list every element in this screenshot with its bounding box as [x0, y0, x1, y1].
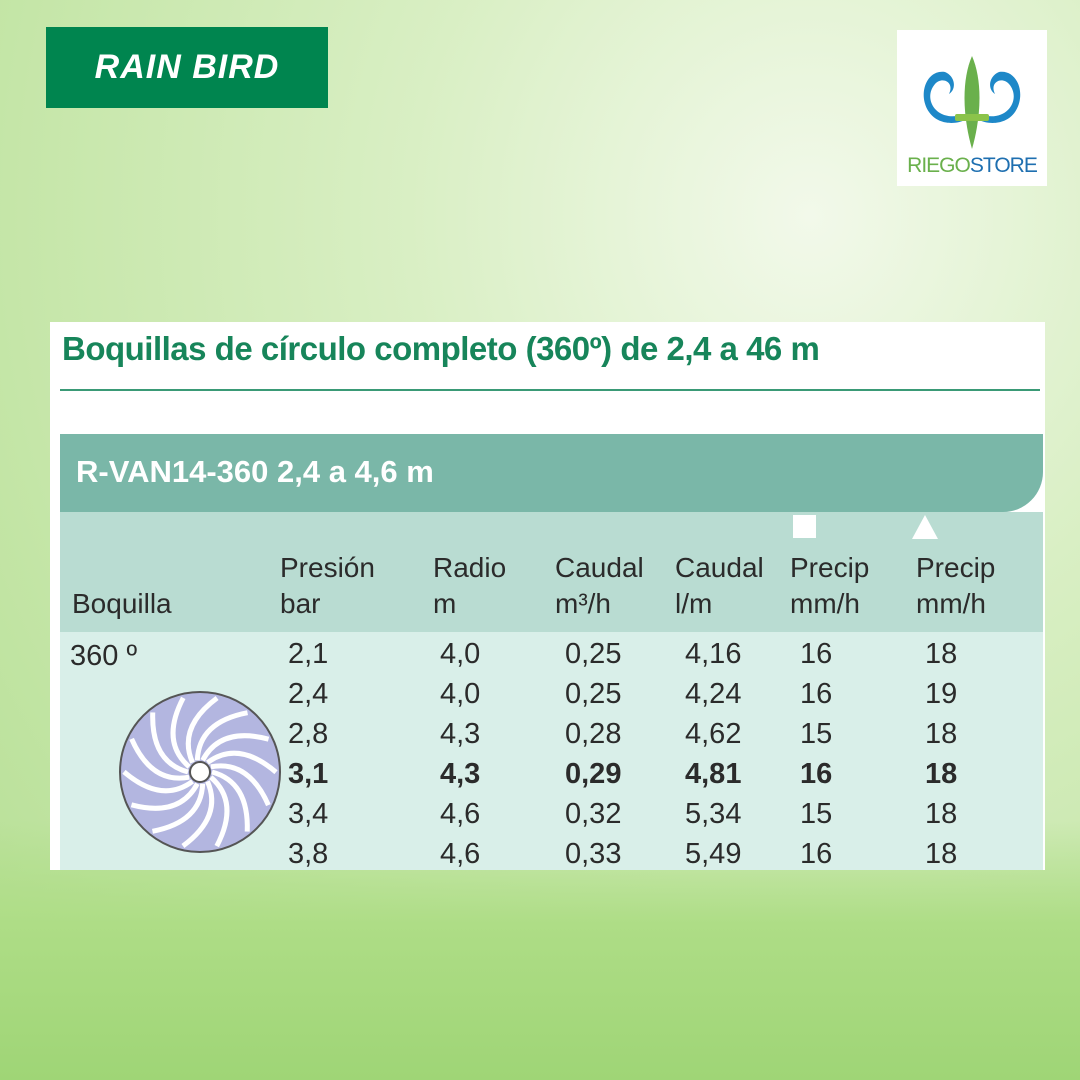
column-header: Radio m [433, 550, 506, 622]
table-cell: 4,81 [685, 758, 742, 790]
table-cell: 0,29 [565, 758, 622, 790]
table-cell: 18 [925, 758, 958, 790]
table-cell: 2,8 [288, 718, 329, 750]
riegostore-riego-text: RIEGO [907, 154, 971, 177]
table-cell: 4,0 [440, 638, 481, 670]
table-cell: 4,0 [440, 678, 481, 710]
table-cell: 4,62 [685, 718, 742, 750]
nozzle-vane [209, 775, 230, 848]
square-spacing-icon [793, 515, 816, 538]
nozzle-label: 360 º [70, 640, 138, 672]
spec-panel: Boquillas de círculo completo (360º) de … [50, 322, 1045, 870]
column-header: Boquilla [72, 586, 172, 622]
section-title: Boquillas de círculo completo (360º) de … [62, 330, 820, 367]
column-header-line2: m [433, 588, 457, 619]
column-header-line1: Presión [280, 552, 375, 583]
riegostore-store-text: STORE [969, 154, 1038, 177]
table-cell: 3,1 [288, 758, 329, 790]
nozzle-vane [130, 782, 200, 811]
nozzle-vane [205, 750, 278, 775]
table-cell: 16 [800, 758, 833, 790]
table-cell: 3,8 [288, 838, 329, 870]
table-cell: 19 [925, 678, 958, 710]
table-cell: 5,34 [685, 798, 742, 830]
column-header: Presión bar [280, 550, 375, 622]
table-cell: 4,16 [685, 638, 742, 670]
table-cell: 0,25 [565, 638, 622, 670]
table-cell: 15 [800, 718, 833, 750]
nozzle-vane [122, 769, 195, 794]
column-header-line2: m³/h [555, 588, 611, 619]
table-cell: 4,24 [685, 678, 742, 710]
table-cell: 18 [925, 838, 958, 870]
table-cell: 0,28 [565, 718, 622, 750]
title-divider [60, 389, 1040, 391]
model-band: R-VAN14-360 2,4 a 4,6 m [60, 434, 1043, 512]
table-cell: 2,4 [288, 678, 329, 710]
nozzle-vane [194, 710, 248, 761]
column-header: Caudal m³/h [555, 550, 644, 622]
riegostore-logo: RIEGOSTORE [897, 30, 1047, 186]
table-cell: 0,33 [565, 838, 622, 870]
table-cell: 16 [800, 638, 833, 670]
column-header-line2: mm/h [790, 588, 860, 619]
rainbird-logo-text: RAIN BIRD [94, 48, 280, 86]
table-cell: 0,32 [565, 798, 622, 830]
column-header-line1: Precip [790, 552, 870, 583]
table-cell: 18 [925, 638, 958, 670]
column-header-line1: Caudal [555, 552, 644, 583]
table-cell: 2,1 [288, 638, 329, 670]
table-cell: 16 [800, 838, 833, 870]
nozzle-vane [185, 695, 219, 764]
table-cell: 18 [925, 798, 958, 830]
table-cell: 4,3 [440, 758, 481, 790]
column-header: Precip mm/h [790, 550, 869, 622]
table-cell: 15 [800, 798, 833, 830]
column-header-line1: Caudal [675, 552, 764, 583]
table-header [60, 512, 1043, 632]
model-title: R-VAN14-360 2,4 a 4,6 m [76, 454, 434, 489]
rainbird-logo: RAIN BIRD [46, 27, 328, 108]
table-cell: 16 [800, 678, 833, 710]
fleur-de-lis-icon [923, 56, 1021, 149]
column-header-line2: mm/h [916, 588, 986, 619]
nozzle-vane [129, 737, 190, 781]
table-cell: 4,3 [440, 718, 481, 750]
nozzle-vane [150, 712, 189, 775]
nozzle-vane [181, 780, 215, 849]
nozzle-vane [200, 733, 270, 762]
table-cell: 0,25 [565, 678, 622, 710]
nozzle-vane [211, 769, 250, 832]
column-header-line1: Radio [433, 552, 507, 583]
column-header: Precip mm/h [916, 550, 995, 622]
table-cell: 4,6 [440, 838, 481, 870]
column-header-line2: Boquilla [72, 588, 172, 619]
nozzle-vane [210, 763, 271, 807]
table-cell: 18 [925, 718, 958, 750]
column-header: Caudal l/m [675, 550, 764, 622]
table-cell: 5,49 [685, 838, 742, 870]
column-header-line1: Precip [916, 552, 996, 583]
nozzle-diagram-icon [119, 691, 281, 853]
column-header-line2: l/m [675, 588, 713, 619]
nozzle-vane [152, 783, 206, 834]
triangle-spacing-icon [912, 515, 938, 539]
nozzle-vane [170, 696, 191, 769]
table-cell: 4,6 [440, 798, 481, 830]
column-header-line2: bar [280, 588, 321, 619]
table-cell: 3,4 [288, 798, 329, 830]
